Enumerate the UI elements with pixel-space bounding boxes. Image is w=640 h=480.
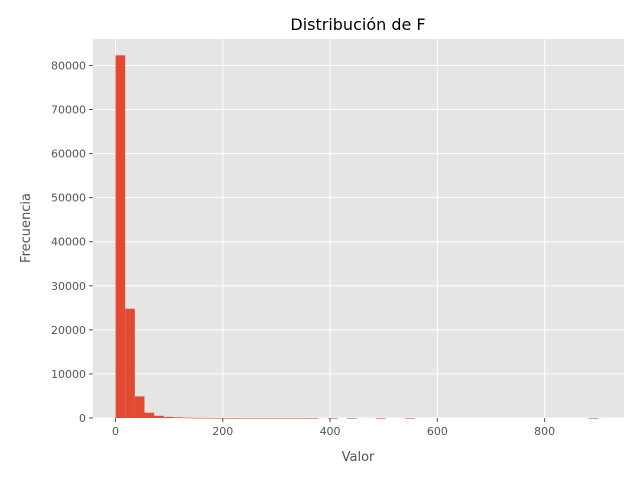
histogram-bar [327,417,338,419]
histogram-bar [270,417,280,419]
y-tick-label: 50000 [51,192,86,205]
x-tick-label: 600 [427,425,448,438]
y-axis-ticks: 0 10000 20000 30000 40000 50000 60000 70000 8000… [51,59,93,425]
histogram-bar [289,417,299,419]
y-tick-label: 60000 [51,148,86,161]
x-tick-label: 200 [212,425,233,438]
plot-background [93,39,624,418]
chart-title: Distribución de F [290,15,425,34]
histogram-bar [241,417,251,419]
histogram-bar [202,417,213,419]
histogram-bar [588,417,599,419]
y-tick-label: 40000 [51,236,86,249]
x-tick-label: 0 [112,425,119,438]
histogram-bar [163,416,174,418]
histogram-bar [376,417,386,419]
y-tick-label: 20000 [51,324,86,337]
histogram-bar [231,417,242,419]
grid-lines [93,39,624,419]
x-axis-label: Valor [342,450,375,465]
histogram-bar [125,308,135,418]
histogram-bar [144,412,155,418]
histogram-bar [279,417,290,419]
y-tick-label: 30000 [51,280,86,293]
x-tick-label: 800 [534,425,555,438]
y-tick-label: 70000 [51,104,86,117]
histogram-bar [250,417,261,419]
histogram-bar [183,417,193,419]
histogram-bar [134,396,145,418]
histogram-bar [221,417,232,419]
histogram-bar [192,417,203,419]
histogram-bar [260,417,270,419]
histogram-bar [347,417,357,419]
histogram-bar [154,415,164,418]
histogram-bar [173,417,184,418]
histogram-bar [212,417,222,419]
y-tick-label: 80000 [51,59,86,72]
y-axis-label: Frecuencia [19,193,34,263]
y-tick-label: 0 [79,412,86,425]
x-axis-ticks: 0 200 400 600 800 [112,418,555,438]
histogram-bar [298,417,309,419]
x-tick-label: 400 [320,425,341,438]
y-tick-label: 10000 [51,368,86,381]
histogram-bar [115,55,126,418]
histogram-bar [308,417,319,419]
histogram-bars [115,55,599,419]
histogram-bar [405,417,415,419]
